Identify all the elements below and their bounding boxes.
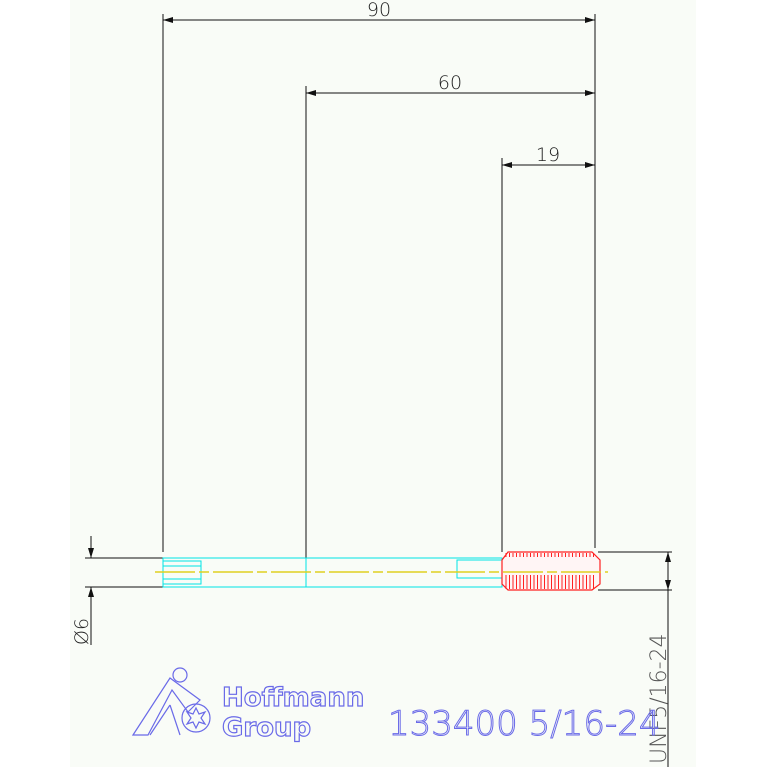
tap-thread — [501, 551, 601, 591]
sheet — [70, 0, 696, 767]
dim-60-label: 60 — [438, 72, 462, 94]
hoffmann-logo: Hoffmann Group — [131, 667, 365, 744]
dim-90-label: 90 — [367, 0, 391, 21]
article-number: 133400 5/16-24 — [388, 704, 660, 744]
svg-text:Group: Group — [222, 713, 311, 743]
dimension-lines — [85, 14, 672, 767]
diameter-label: Ø6 — [71, 618, 93, 645]
svg-text:Hoffmann: Hoffmann — [222, 683, 364, 713]
dim-19-label: 19 — [536, 144, 560, 166]
thread-label: UNF5/16-24 — [647, 633, 672, 764]
